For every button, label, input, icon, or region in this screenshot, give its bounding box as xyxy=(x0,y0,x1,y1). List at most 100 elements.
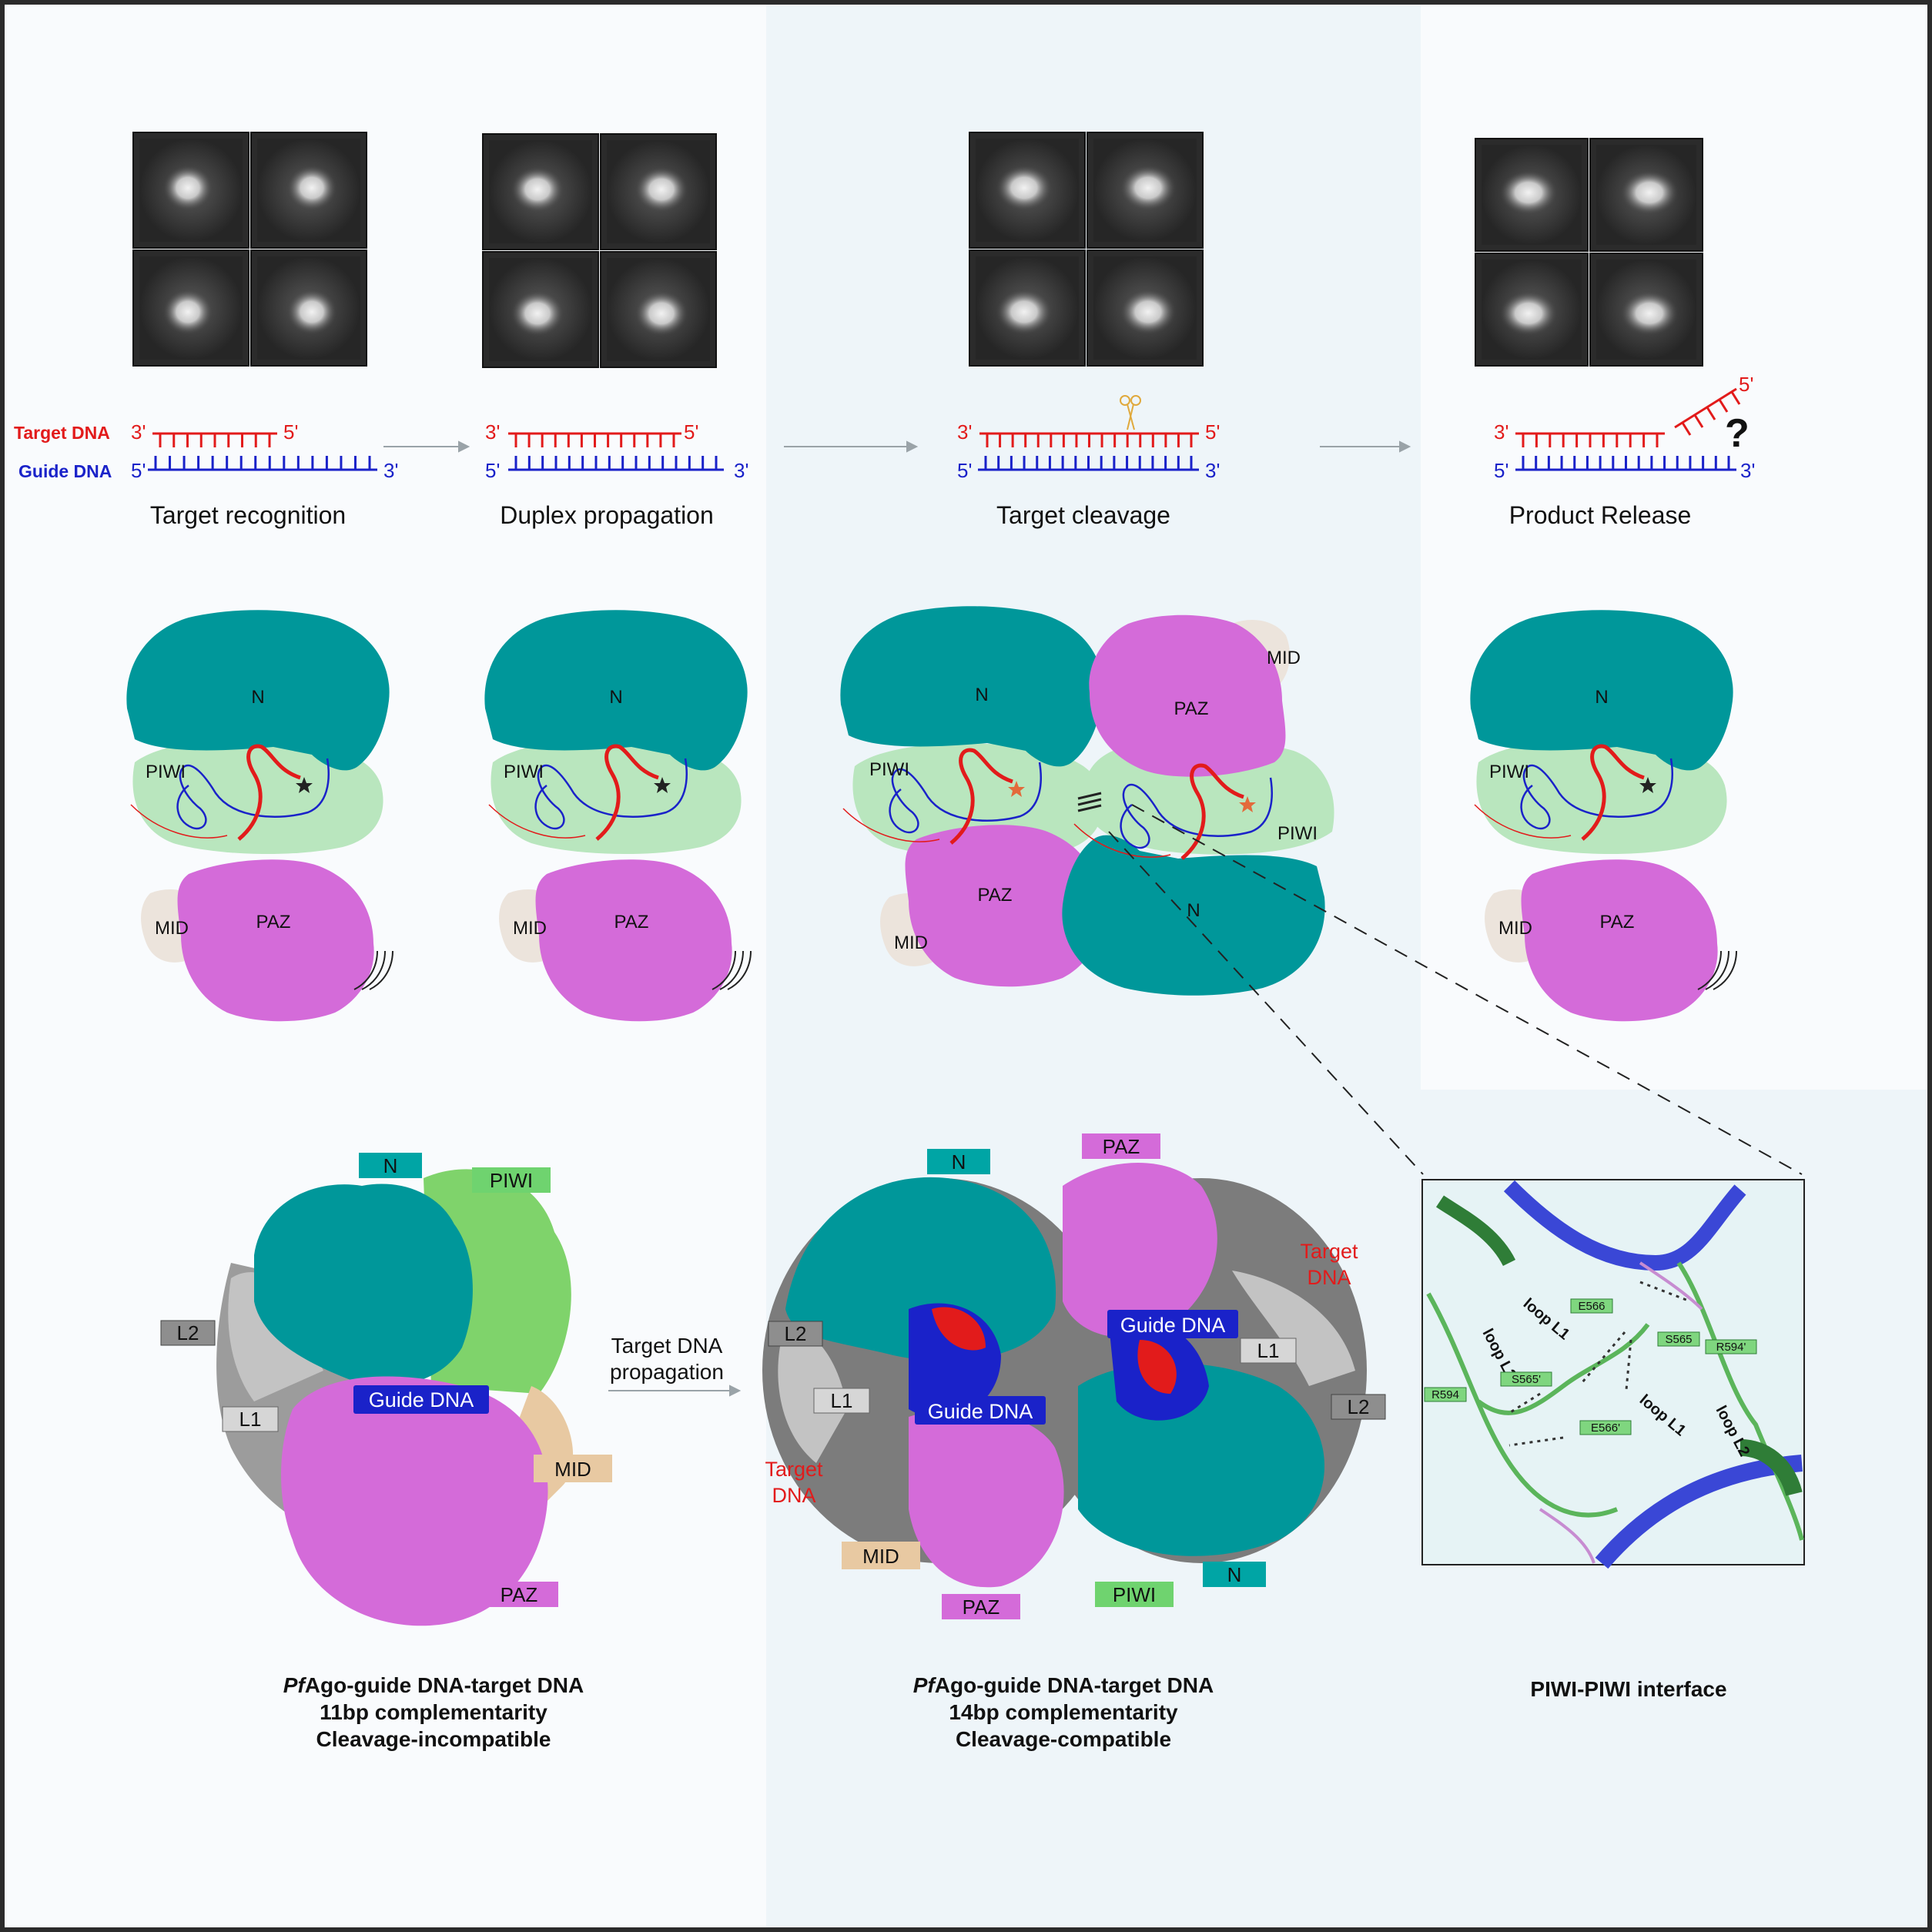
motion-lines xyxy=(353,950,378,990)
surface-left-l1-label: L1 xyxy=(239,1408,262,1431)
product-base xyxy=(1681,422,1692,436)
motion-lines xyxy=(1705,950,1729,990)
residue-tag-label: R594' xyxy=(1716,1341,1746,1354)
residue-tag-label: R594 xyxy=(1431,1388,1459,1401)
surface-left-n-label: N xyxy=(383,1154,398,1177)
stage-arrows xyxy=(383,440,1411,453)
target-dna-strand xyxy=(1180,763,1244,860)
motion-lines xyxy=(1713,950,1737,990)
density-n-top-label: N xyxy=(952,1150,966,1174)
target-3prime-label: 3' xyxy=(485,420,500,444)
em-class-averages xyxy=(132,132,1703,368)
target-dna-tail xyxy=(1073,823,1171,858)
interface-residue-tags: E566 S565 R594' S565' E566' R594 xyxy=(1424,1298,1757,1435)
target-dna-tail xyxy=(842,808,940,842)
guide-dna-key-label: Guide DNA xyxy=(18,461,112,481)
caption-left-line1: PfAgo-guide DNA-target DNA xyxy=(283,1673,584,1697)
surface-left-piwi-label: PIWI xyxy=(490,1169,533,1192)
paz-domain-shape xyxy=(1521,859,1718,1022)
product-base xyxy=(1730,391,1741,405)
caption-middle-line1: PfAgo-guide DNA-target DNA xyxy=(913,1673,1214,1697)
transition-label-line2: propagation xyxy=(610,1360,724,1384)
cartoon-n-label: N xyxy=(1595,687,1608,708)
em-particle xyxy=(162,165,213,211)
density-target-dna-left-line1: Target xyxy=(765,1458,823,1481)
product-backbone xyxy=(1674,387,1737,429)
cartoon-piwi-label: PIWI xyxy=(504,762,544,782)
motion-lines xyxy=(719,950,744,990)
em-particle xyxy=(996,289,1053,335)
target-dna-strand xyxy=(237,744,301,841)
cartoon-mid-label: MID xyxy=(513,918,547,939)
transition-label-line1: Target DNA xyxy=(611,1334,723,1358)
target-dna-key-label: Target DNA xyxy=(14,423,110,443)
n-domain-shape xyxy=(1470,610,1733,771)
scissors-handle xyxy=(1120,395,1130,406)
product-base xyxy=(1718,399,1729,413)
cartoon-n-label: N xyxy=(609,687,622,708)
zoom-lines xyxy=(1108,804,1803,1175)
guide-5prime-label: 5' xyxy=(1494,459,1508,482)
cartoon-n-label: N xyxy=(251,687,264,708)
caption-left-italic: Pf xyxy=(283,1673,307,1697)
stage-label-product-release: Product Release xyxy=(1509,501,1692,529)
target-3prime-label: 3' xyxy=(1494,420,1508,444)
density-guide-dna-left-label: Guide DNA xyxy=(928,1400,1033,1423)
dimer-paz-left-label: PAZ xyxy=(978,885,1013,906)
caption-right: PIWI-PIWI interface xyxy=(1530,1677,1726,1701)
em-particle xyxy=(1498,169,1559,216)
guide-3prime-label: 3' xyxy=(734,459,748,482)
density-map-cleavage-compatible: N PAZ Target DNA Guide DNA Guide DNA L2 … xyxy=(762,1133,1386,1619)
n-domain-shape xyxy=(126,610,390,771)
surface-left-l2-label: L2 xyxy=(177,1321,199,1344)
em-particle xyxy=(1120,289,1177,335)
surface-left-mid-label: MID xyxy=(554,1458,591,1481)
piwi-interface-mark xyxy=(1077,804,1102,812)
density-target-dna-right-line1: Target xyxy=(1300,1240,1358,1263)
cartoon-paz-label: PAZ xyxy=(1600,912,1635,933)
caption-middle-line1-rest: Ago-guide DNA-target DNA xyxy=(935,1673,1214,1697)
guide-5prime-label: 5' xyxy=(485,459,500,482)
paz-domain-shape xyxy=(177,859,374,1022)
target-3prime-label: 3' xyxy=(957,420,972,444)
target-dna-tail xyxy=(1474,804,1572,839)
argonaute-dimer-cartoon: N PIWI PAZ MID PAZ MID PIWI N xyxy=(840,606,1334,996)
scissors-blade xyxy=(1127,403,1134,430)
guide-dna-strand xyxy=(1120,777,1273,849)
em-particle xyxy=(162,289,213,335)
motion-lines xyxy=(1697,950,1722,990)
dimer-mid-right-label: MID xyxy=(1267,648,1301,668)
stage-label-target-recognition: Target recognition xyxy=(150,501,346,529)
active-site-star xyxy=(1008,781,1025,797)
cartoon-paz-label: PAZ xyxy=(256,912,291,933)
target-3prime-label: 3' xyxy=(131,420,146,444)
em-particle xyxy=(1120,165,1177,211)
guide-3prime-label: 3' xyxy=(383,459,398,482)
density-l1-right-label: L1 xyxy=(1257,1339,1280,1362)
product-base xyxy=(1693,414,1704,428)
residue-tag-label: S565 xyxy=(1665,1333,1692,1346)
target-5prime-label: 5' xyxy=(1205,420,1220,444)
target-dna-strand xyxy=(1581,744,1645,841)
motion-lines xyxy=(712,950,736,990)
argonaute-monomer-cartoon: N PIWI PAZ MID xyxy=(126,610,393,1022)
guide-3prime-label: 3' xyxy=(1205,459,1220,482)
em-particle xyxy=(286,289,337,335)
cartoon-paz-label: PAZ xyxy=(614,912,649,933)
surface-left-guide-dna-label: Guide DNA xyxy=(369,1388,474,1411)
n-domain-shape xyxy=(840,606,1103,767)
target-dna-strand xyxy=(949,748,1013,845)
dimer-n-left-label: N xyxy=(975,685,988,705)
density-target-dna-right-line2: DNA xyxy=(1307,1266,1351,1289)
density-l2-right-label: L2 xyxy=(1348,1395,1370,1418)
residue-tag-box xyxy=(1424,1387,1467,1402)
argonaute-monomer-cartoon: N PIWI PAZ MID xyxy=(484,610,752,1022)
density-paz-bottom-label: PAZ xyxy=(963,1595,1000,1619)
density-l2-left-label: L2 xyxy=(785,1322,807,1345)
caption-middle-line3: Cleavage-compatible xyxy=(956,1727,1171,1751)
active-site-star xyxy=(1639,777,1656,793)
caption-left-line3: Cleavage-incompatible xyxy=(316,1727,551,1751)
em-particle xyxy=(635,290,688,337)
cartoon-piwi-label: PIWI xyxy=(1489,762,1529,782)
